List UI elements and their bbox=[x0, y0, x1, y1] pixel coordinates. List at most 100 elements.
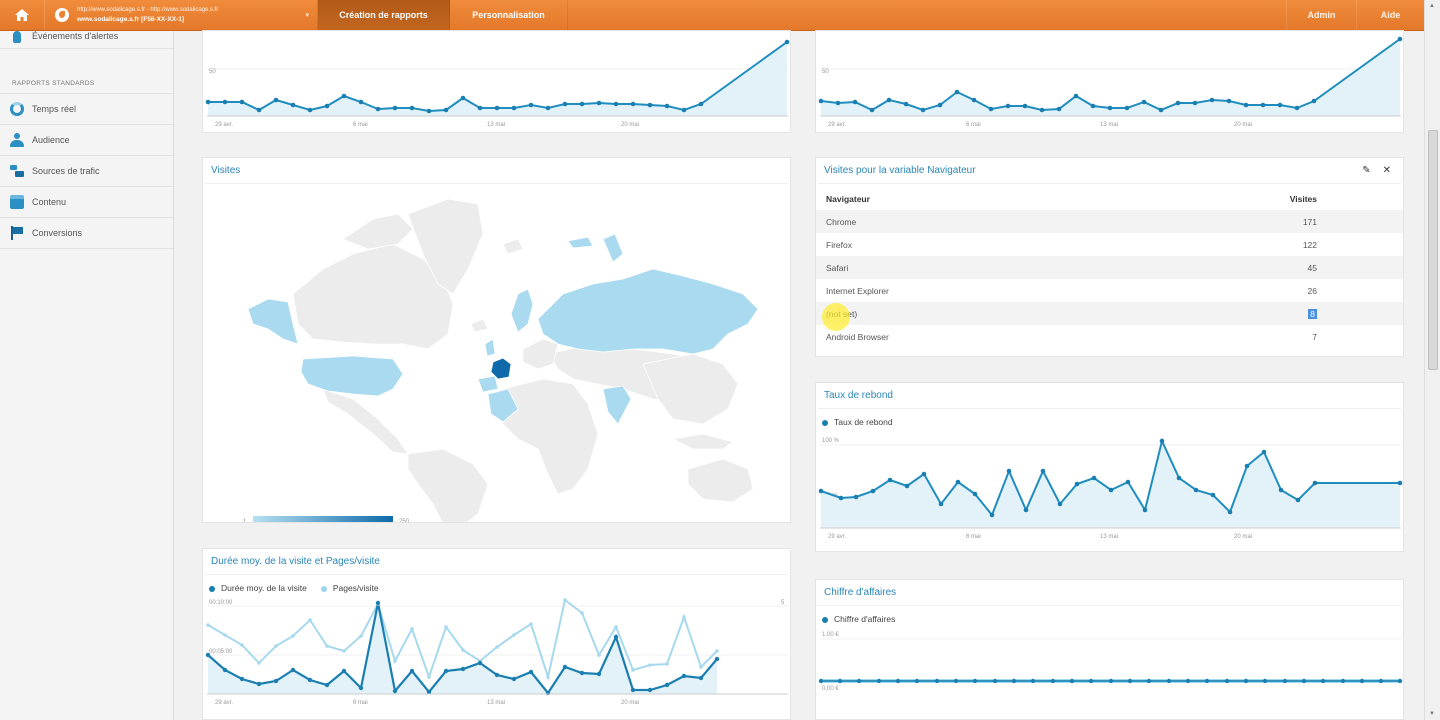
browser-name: Internet Explorer bbox=[826, 285, 889, 296]
x-axis-label: 20 mai bbox=[1234, 122, 1252, 128]
account-selector[interactable]: http://www.sodalicage.s.fr - http://www.… bbox=[44, 0, 318, 30]
scrollbar-thumb[interactable] bbox=[1428, 130, 1438, 370]
y-axis-label: 50 bbox=[822, 69, 829, 75]
visit-count: 122 bbox=[1302, 239, 1317, 250]
x-axis-label: 29 avr. bbox=[828, 534, 846, 540]
legend-item[interactable]: Pages/visite bbox=[320, 583, 379, 593]
legend-label: Taux de rebond bbox=[834, 417, 893, 427]
duration-pages-chart: 00:10:00 00:05:00 5 29 avr. 6 mai 13 mai… bbox=[205, 598, 788, 706]
x-axis-label: 29 avr. bbox=[215, 700, 233, 706]
y-axis-label: 100 % bbox=[822, 438, 840, 444]
revenue-chart: 1,00 € 0,00 € bbox=[818, 632, 1403, 692]
world-map[interactable]: 1 250 bbox=[203, 184, 792, 522]
sidebar-item-label: Audience bbox=[32, 135, 70, 145]
tab-label: Création de rapports bbox=[339, 10, 428, 20]
sidebar-item-label: Événements d'alertes bbox=[32, 31, 119, 41]
x-axis-label: 6 mai bbox=[353, 700, 368, 706]
table-row[interactable]: Chrome 171 bbox=[816, 210, 1403, 233]
column-header-visites[interactable]: Visites bbox=[1289, 194, 1317, 204]
admin-label: Admin bbox=[1307, 10, 1336, 20]
browser-table: Navigateur Visites Chrome 171 Firefox 122 … bbox=[816, 188, 1403, 348]
scroll-up-arrow-icon[interactable]: ▲ bbox=[1429, 3, 1435, 9]
y-axis-label: 50 bbox=[209, 69, 216, 75]
scroll-down-arrow-icon[interactable]: ▼ bbox=[1429, 711, 1435, 717]
x-axis-label: 29 avr. bbox=[215, 122, 233, 128]
card-title: Durée moy. de la visite et Pages/visite bbox=[205, 549, 788, 575]
x-axis-label: 6 mai bbox=[966, 122, 981, 128]
table-row[interactable]: (not set)8 bbox=[816, 302, 1403, 325]
admin-link[interactable]: Admin bbox=[1286, 0, 1356, 30]
sidebar-item-label: Contenu bbox=[32, 197, 67, 207]
visits-line-chart: 50 29 avr. 6 mai 13 mai 20 mai bbox=[205, 39, 790, 128]
y-axis-label: 1,00 € bbox=[822, 632, 839, 638]
y-axis-right-label: 5 bbox=[781, 600, 785, 606]
chart-legend: Taux de rebond bbox=[816, 409, 1403, 427]
bounce-rate-card: Taux de rebond Taux de rebond 100 % 50 %… bbox=[815, 382, 1404, 552]
page-scrollbar[interactable]: ▲ ▼ bbox=[1424, 0, 1440, 720]
bounce-rate-chart: 100 % 50 % 29 avr. 6 mai 13 mai 20 mai bbox=[818, 437, 1403, 540]
legend-item[interactable]: Chiffre d'affaires bbox=[822, 614, 895, 624]
sidebar-item-label: Temps réel bbox=[32, 104, 77, 114]
y-axis-label: 00:10:00 bbox=[209, 600, 233, 606]
traffic-icon bbox=[10, 164, 24, 178]
help-link[interactable]: Aide bbox=[1356, 0, 1424, 30]
clock-icon bbox=[10, 102, 24, 116]
sidebar-item-alert-events[interactable]: Événements d'alertes bbox=[0, 31, 173, 49]
visit-count: 45 bbox=[1034, 256, 1403, 279]
top-navigation-bar: http://www.sodalicage.s.fr - http://www.… bbox=[0, 0, 1424, 31]
color-scale-bar bbox=[253, 516, 393, 522]
table-row[interactable]: Safari 45 bbox=[816, 256, 1403, 279]
visits-line-chart: 50 29 avr. 6 mai 13 mai 20 mai bbox=[818, 36, 1403, 128]
person-icon bbox=[10, 133, 24, 147]
x-axis-label: 13 mai bbox=[1100, 122, 1118, 128]
close-icon[interactable]: ✕ bbox=[1382, 165, 1391, 176]
pencil-icon[interactable]: ✎ bbox=[1362, 165, 1371, 176]
table-row[interactable]: Internet Explorer 26 bbox=[816, 279, 1403, 302]
tab-personnalisation[interactable]: Personnalisation bbox=[450, 0, 568, 30]
x-axis-label: 20 mai bbox=[621, 700, 639, 706]
x-axis-label: 6 mai bbox=[353, 122, 368, 128]
tab-creation-rapports[interactable]: Création de rapports bbox=[318, 0, 450, 30]
card-title: Chiffre d'affaires bbox=[818, 580, 1401, 606]
visit-count-selected: 8 bbox=[1308, 308, 1317, 319]
browser-name: Android Browser bbox=[826, 331, 889, 342]
mouse-cursor-highlight bbox=[822, 303, 850, 331]
home-button[interactable] bbox=[0, 0, 44, 30]
column-header-navigateur[interactable]: Navigateur bbox=[826, 194, 870, 204]
browser-name: Chrome bbox=[816, 210, 1035, 233]
table-row[interactable]: Android Browser 7 bbox=[816, 325, 1403, 348]
sidebar-item-contenu[interactable]: Contenu bbox=[0, 187, 173, 218]
legend-item[interactable]: Durée moy. de la visite bbox=[209, 583, 307, 593]
legend-label: Chiffre d'affaires bbox=[834, 614, 896, 624]
browser-name: Firefox bbox=[826, 239, 852, 250]
sidebar-item-label: Conversions bbox=[32, 228, 83, 238]
tab-label: Personnalisation bbox=[472, 10, 545, 20]
map-region-france[interactable] bbox=[490, 357, 512, 380]
x-axis-label: 20 mai bbox=[1234, 534, 1252, 540]
chart-legend: Chiffre d'affaires bbox=[816, 606, 1403, 624]
card-title: Visites bbox=[205, 158, 788, 184]
sidebar-section-heading: RAPPORTS STANDARDS bbox=[0, 49, 173, 94]
x-axis-label: 13 mai bbox=[487, 700, 505, 706]
legend-label: Durée moy. de la visite bbox=[221, 583, 307, 593]
browser-name: Safari bbox=[816, 256, 1035, 279]
scale-max-label: 250 bbox=[399, 519, 410, 522]
legend-item[interactable]: Taux de rebond bbox=[822, 417, 893, 427]
sidebar-item-conversions[interactable]: Conversions bbox=[0, 218, 173, 249]
revenue-card: Chiffre d'affaires Chiffre d'affaires 1,… bbox=[815, 579, 1404, 720]
account-url: http://www.sodalicage.s.fr - http://www.… bbox=[77, 7, 219, 13]
sidebar-item-temps-reel[interactable]: Temps réel bbox=[0, 94, 173, 125]
visit-count: 26 bbox=[1307, 285, 1317, 296]
x-axis-label: 6 mai bbox=[966, 534, 981, 540]
content-icon bbox=[10, 195, 24, 209]
y-axis-label: 0,00 € bbox=[822, 686, 839, 692]
account-property: www.sodalicage.s.fr [F58-XX-XX-1] bbox=[77, 16, 185, 23]
visits-chart-card-left: 50 29 avr. 6 mai 13 mai 20 mai bbox=[202, 30, 791, 133]
sidebar-item-audience[interactable]: Audience bbox=[0, 125, 173, 156]
sidebar-item-sources-trafic[interactable]: Sources de trafic bbox=[0, 156, 173, 187]
table-row[interactable]: Firefox 122 bbox=[816, 233, 1403, 256]
sidebar: Événements d'alertes RAPPORTS STANDARDS … bbox=[0, 31, 174, 720]
chart-legend: Durée moy. de la visite Pages/visite bbox=[203, 575, 790, 593]
visit-count: 171 bbox=[1034, 210, 1403, 233]
legend-label: Pages/visite bbox=[332, 583, 379, 593]
